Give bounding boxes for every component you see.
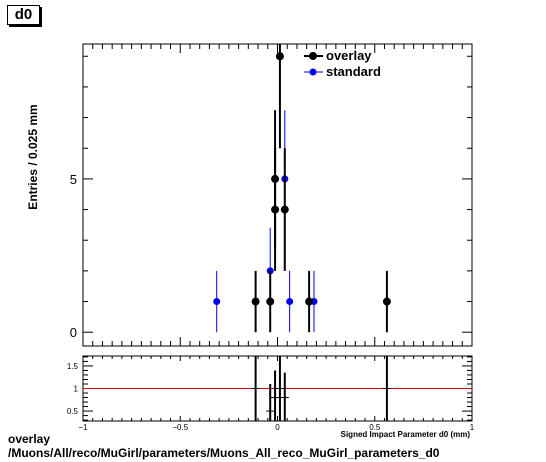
legend: overlay standard [304, 48, 381, 79]
x-tick-label: 1 [470, 423, 475, 432]
ratio-y-tick-label: 1.5 [67, 362, 79, 371]
ratio-y-tick-label: 0.5 [67, 407, 79, 416]
overlay-point [305, 297, 314, 306]
x-tick-label: −1 [78, 423, 88, 432]
main-plot-frame [82, 43, 473, 347]
ratio-plot: 0.5 1 1.5 −1 −0.5 0 0.5 1 [67, 356, 475, 432]
standard-point [286, 298, 294, 306]
x-tick-label: 0 [275, 423, 280, 432]
overlay-point [271, 174, 280, 183]
x-tick-label: 0.5 [369, 423, 381, 432]
legend-overlay-marker [309, 52, 317, 60]
overlay-point [275, 52, 284, 61]
footer-overlay: overlay [8, 432, 51, 446]
footer-path: /Muons/All/reco/MuGirl/parameters/Muons_… [8, 446, 440, 460]
legend-overlay-label: overlay [326, 48, 372, 63]
y-tick-label: 0 [70, 325, 77, 340]
y-axis-label: Entries / 0.025 mm [26, 104, 40, 209]
y-tick-label: 5 [70, 172, 77, 187]
x-axis-label: Signed Impact Parameter d0 (mm) [341, 430, 471, 439]
standard-point [213, 298, 221, 306]
x-tick-label: −0.5 [172, 423, 188, 432]
overlay-point [266, 297, 275, 306]
overlay-point [251, 297, 260, 306]
overlay-point [382, 297, 391, 306]
histogram-title: d0 [7, 5, 40, 25]
legend-standard-label: standard [326, 64, 381, 79]
legend-standard-marker [309, 68, 317, 76]
main-plot: 05 [70, 44, 473, 346]
ratio-y-tick-label: 1 [74, 385, 79, 394]
overlay-point [280, 205, 289, 214]
